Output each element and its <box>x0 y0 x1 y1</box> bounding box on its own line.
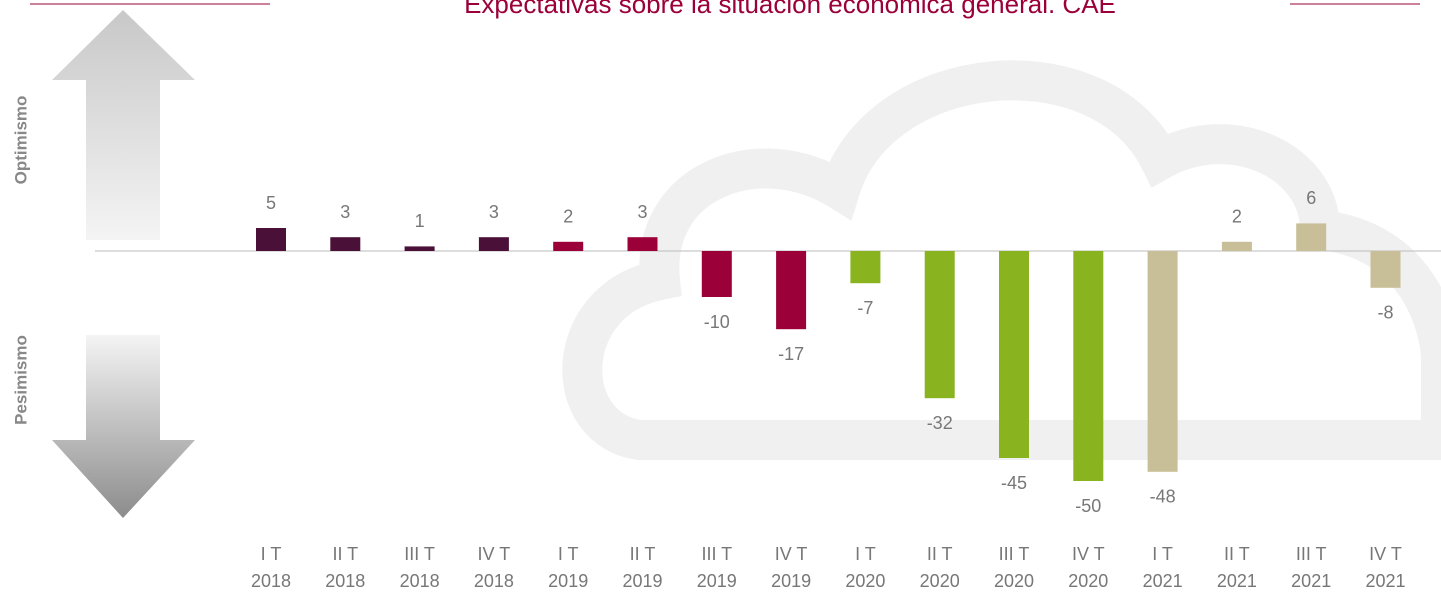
value-label: -7 <box>857 298 873 318</box>
x-tick-label: 2019 <box>771 571 811 591</box>
x-tick-label: IV T <box>1369 544 1402 564</box>
value-label: 3 <box>340 202 350 222</box>
x-tick-label: IV T <box>1072 544 1105 564</box>
x-tick-label: III T <box>701 544 732 564</box>
value-label: 5 <box>266 193 276 213</box>
x-tick-label: III T <box>1296 544 1327 564</box>
value-label: 1 <box>415 211 425 231</box>
arrow-up <box>52 10 195 240</box>
value-label: 3 <box>489 202 499 222</box>
bar <box>924 251 955 399</box>
value-label: -8 <box>1377 303 1393 323</box>
value-label: 2 <box>1232 207 1242 227</box>
x-tick-label: I T <box>855 544 876 564</box>
x-tick-label: III T <box>404 544 435 564</box>
x-tick-label: 2021 <box>1143 571 1183 591</box>
value-label: 3 <box>637 202 647 222</box>
x-tick-label: 2019 <box>548 571 588 591</box>
x-tick-label: II T <box>1224 544 1250 564</box>
x-tick-label: III T <box>999 544 1030 564</box>
value-label: 2 <box>563 207 573 227</box>
x-tick-label: II T <box>927 544 953 564</box>
bar <box>330 237 361 251</box>
value-label: -32 <box>927 413 953 433</box>
x-tick-label: 2020 <box>845 571 885 591</box>
value-label: 6 <box>1306 188 1316 208</box>
x-tick-label: 2020 <box>994 571 1034 591</box>
x-tick-label: I T <box>261 544 282 564</box>
bar <box>850 251 881 284</box>
chart-title: Expectativas sobre la situación económic… <box>464 0 1116 19</box>
value-label: -17 <box>778 344 804 364</box>
bar <box>776 251 807 330</box>
bar <box>553 241 584 251</box>
x-tick-label: 2018 <box>474 571 514 591</box>
bar <box>701 251 732 297</box>
x-tick-label: 2018 <box>251 571 291 591</box>
bar <box>1147 251 1178 472</box>
x-tick-label: 2020 <box>1068 571 1108 591</box>
x-tick-label: 2020 <box>920 571 960 591</box>
bar <box>404 246 435 251</box>
x-tick-label: 2018 <box>400 571 440 591</box>
x-tick-label: I T <box>558 544 579 564</box>
bar <box>999 251 1029 458</box>
bar <box>1221 241 1252 251</box>
bar <box>1370 251 1401 288</box>
x-tick-label: 2019 <box>697 571 737 591</box>
bar <box>627 237 658 251</box>
bar <box>478 237 509 251</box>
x-tick-label: IV T <box>478 544 511 564</box>
x-tick-label: 2021 <box>1365 571 1405 591</box>
arrow-down <box>52 335 195 518</box>
side-label: Optimismo <box>11 96 30 185</box>
x-tick-label: II T <box>332 544 358 564</box>
x-tick-label: 2021 <box>1291 571 1331 591</box>
x-tick-label: I T <box>1152 544 1173 564</box>
value-label: -50 <box>1075 496 1101 516</box>
value-label: -48 <box>1150 487 1176 507</box>
bar <box>1073 251 1104 481</box>
side-label: Pesimismo <box>11 335 30 425</box>
value-label: -10 <box>704 312 730 332</box>
x-tick-label: 2018 <box>325 571 365 591</box>
value-label: -45 <box>1001 473 1027 493</box>
x-tick-label: IV T <box>775 544 808 564</box>
bar <box>256 228 286 251</box>
bar <box>1296 223 1327 251</box>
x-tick-label: 2021 <box>1217 571 1257 591</box>
x-tick-label: II T <box>630 544 656 564</box>
x-tick-label: 2019 <box>622 571 662 591</box>
cloud-background <box>562 60 1441 460</box>
